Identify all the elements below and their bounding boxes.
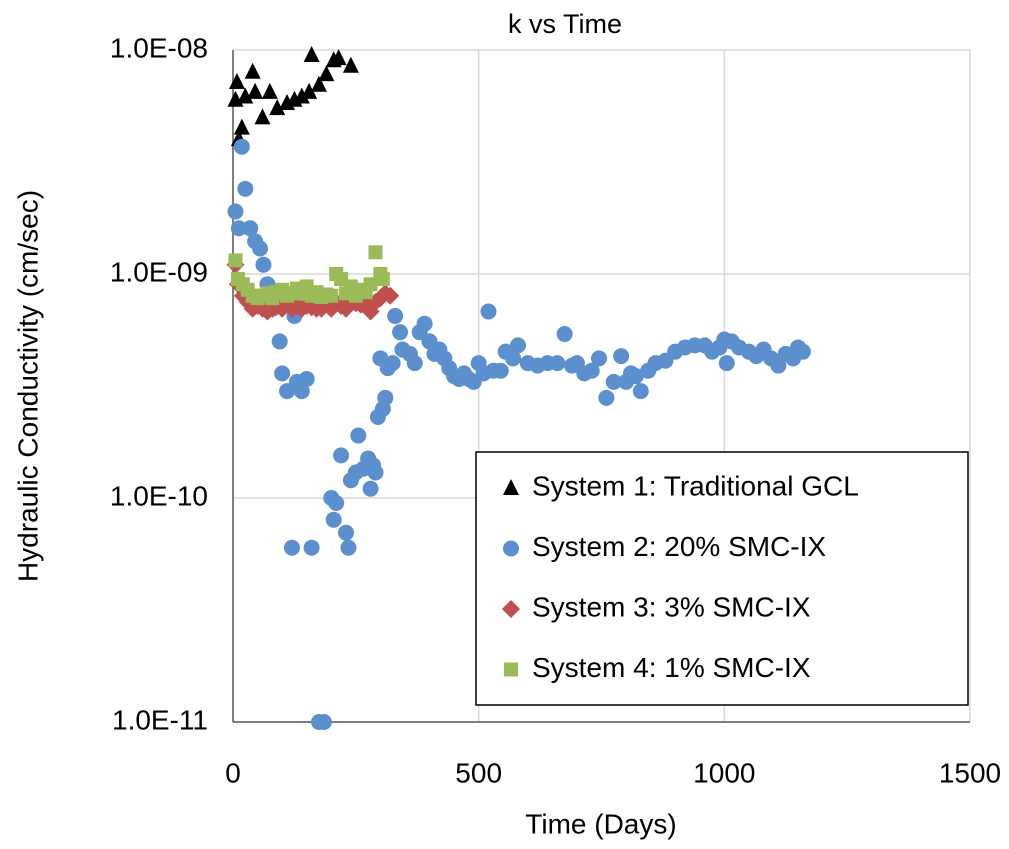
point [228, 72, 245, 89]
point [318, 65, 335, 82]
point [244, 62, 261, 79]
point [627, 368, 644, 385]
point [247, 82, 264, 99]
legend-marker [503, 479, 519, 495]
x-axis-title: Time (Days) [525, 808, 676, 839]
point [230, 220, 247, 237]
point [406, 355, 423, 372]
y-tick-label: 1.0E-09 [110, 256, 208, 287]
point [242, 220, 259, 237]
point [375, 271, 390, 286]
point [293, 383, 310, 400]
point [387, 307, 404, 324]
point [598, 389, 615, 406]
point [505, 350, 522, 367]
point [492, 362, 509, 379]
point [233, 138, 250, 155]
point [377, 389, 394, 406]
legend-item: System 3: 3% SMC-IX [502, 591, 811, 622]
point [384, 355, 401, 372]
point [328, 494, 345, 511]
point [583, 362, 600, 379]
point [367, 464, 384, 481]
point [237, 87, 254, 104]
point [298, 370, 315, 387]
point [228, 253, 243, 268]
point [252, 240, 269, 257]
point [381, 286, 400, 305]
x-tick-label: 500 [455, 757, 502, 788]
point [330, 49, 347, 66]
point [350, 427, 367, 444]
point [362, 480, 379, 497]
point [340, 539, 357, 556]
point [718, 355, 735, 372]
point [310, 75, 327, 92]
chart-title: k vs Time [508, 9, 622, 39]
point [283, 539, 300, 556]
point [549, 355, 566, 372]
point [509, 337, 526, 354]
legend-item: System 2: 20% SMC-IX [503, 531, 826, 562]
x-tick-label: 1000 [693, 757, 755, 788]
point [324, 288, 339, 303]
legend-item: System 4: 1% SMC-IX [504, 652, 811, 683]
legend-box [475, 451, 969, 706]
point [233, 118, 250, 135]
point [480, 303, 497, 320]
legend-label: System 2: 20% SMC-IX [532, 531, 826, 562]
point [274, 365, 291, 382]
point [613, 348, 630, 365]
legend: System 1: Traditional GCL System 2: 20% S… [475, 451, 969, 706]
point [255, 256, 272, 273]
legend-label: System 3: 3% SMC-IX [532, 591, 811, 622]
point [770, 357, 787, 374]
point [416, 315, 433, 332]
point [315, 714, 332, 730]
legend-marker [503, 540, 519, 557]
legend-marker [504, 662, 518, 677]
legend-label: System 4: 1% SMC-IX [532, 652, 811, 683]
point [293, 87, 310, 104]
y-tick-label: 1.0E-08 [110, 32, 208, 63]
point [342, 56, 359, 73]
point [325, 511, 342, 528]
legend-marker [502, 600, 520, 618]
point [591, 350, 608, 367]
point [301, 82, 318, 99]
point [333, 447, 350, 464]
point [227, 203, 244, 220]
point [237, 180, 254, 197]
point [794, 343, 811, 360]
point [254, 108, 271, 125]
x-tick-label: 0 [225, 757, 241, 788]
legend-item: System 1: Traditional GCL [503, 470, 859, 501]
x-tick-label: 1500 [939, 757, 1001, 788]
point [261, 82, 278, 99]
point [338, 524, 355, 541]
y-tick-label: 1.0E-10 [110, 480, 208, 511]
point [392, 324, 409, 341]
point [303, 45, 320, 62]
series [227, 138, 811, 730]
legend-label: System 1: Traditional GCL [532, 470, 859, 501]
y-tick-label: 1.0E-11 [112, 704, 208, 735]
series [227, 45, 359, 147]
point [269, 99, 286, 116]
point [368, 245, 383, 260]
point [605, 373, 622, 390]
point [271, 333, 288, 350]
series [228, 245, 390, 306]
point [303, 539, 320, 556]
point [556, 325, 573, 342]
y-axis-title: Hydraulic Conductivity (cm/sec) [12, 190, 43, 582]
point [632, 383, 649, 400]
